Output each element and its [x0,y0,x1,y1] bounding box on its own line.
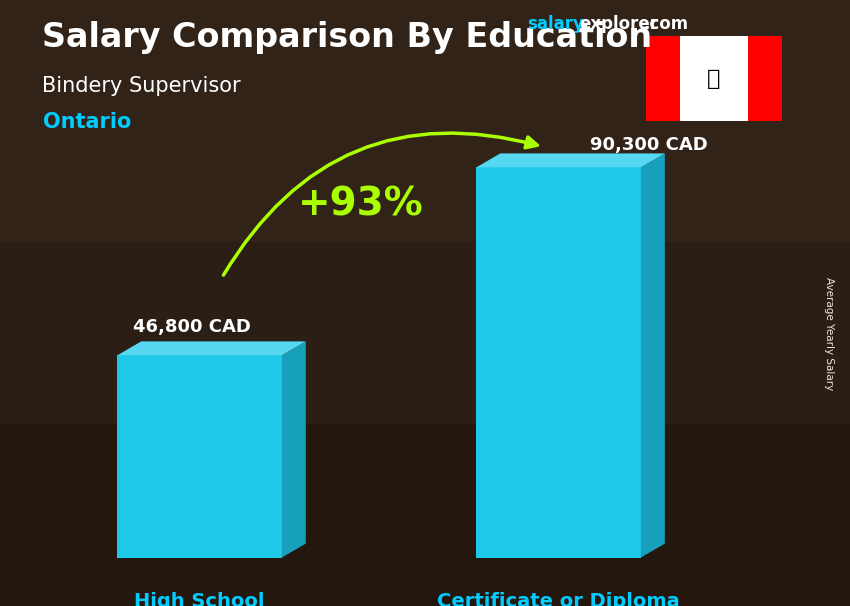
Text: explorer: explorer [580,15,659,33]
Text: Certificate or Diploma: Certificate or Diploma [437,592,680,606]
Polygon shape [476,167,641,558]
Text: Ontario: Ontario [42,112,131,132]
Text: 90,300 CAD: 90,300 CAD [590,136,707,155]
Bar [748,36,782,121]
Polygon shape [476,153,665,167]
Text: +93%: +93% [298,185,423,223]
Polygon shape [641,153,665,558]
Polygon shape [117,355,282,558]
Bar [0,424,850,606]
Polygon shape [117,341,306,355]
Bar [0,242,850,424]
Text: 46,800 CAD: 46,800 CAD [133,318,251,336]
Text: Salary Comparison By Education: Salary Comparison By Education [42,21,653,54]
Bar [646,36,680,121]
Text: High School: High School [134,592,265,606]
Text: Average Yearly Salary: Average Yearly Salary [824,277,834,390]
Text: 🍁: 🍁 [707,68,721,89]
Polygon shape [282,341,306,558]
Text: salary: salary [527,15,584,33]
Text: Bindery Supervisor: Bindery Supervisor [42,76,241,96]
Bar [0,0,850,242]
Text: .com: .com [643,15,689,33]
